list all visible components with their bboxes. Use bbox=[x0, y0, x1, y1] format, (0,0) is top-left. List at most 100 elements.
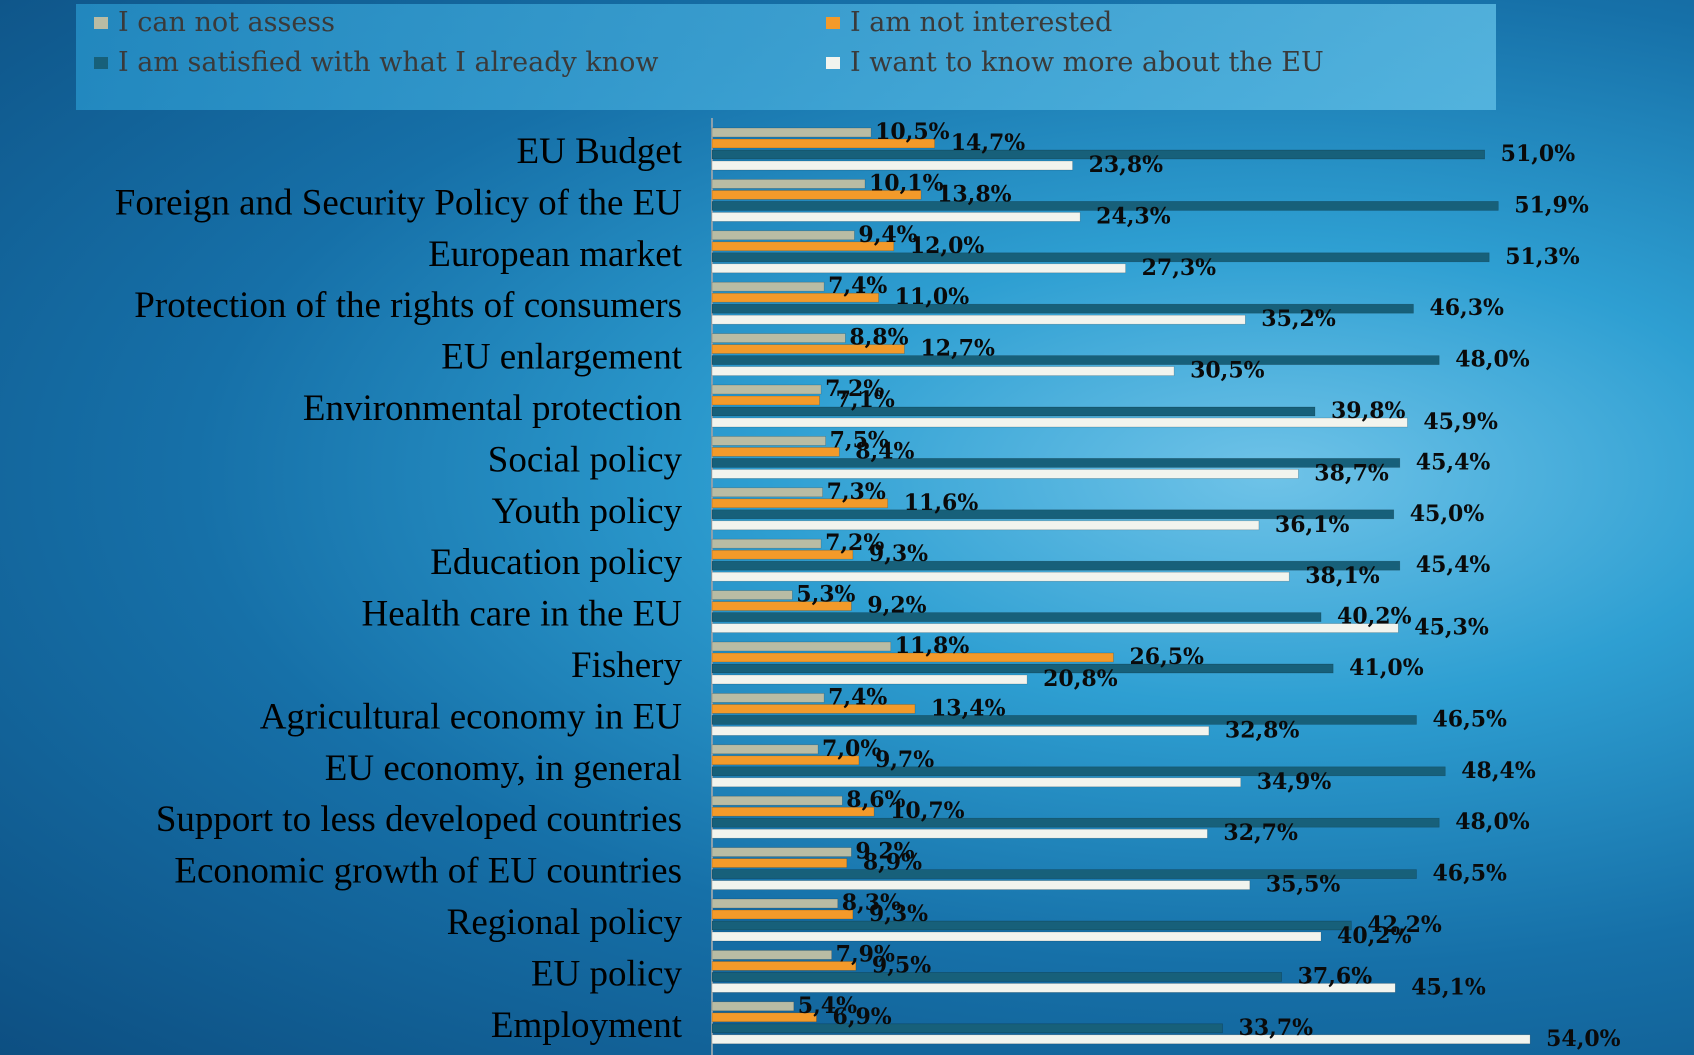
data-label: 40,2% bbox=[1337, 923, 1412, 949]
data-label: 7,0% bbox=[822, 736, 881, 762]
bar-3 bbox=[711, 777, 1242, 788]
legend-label: I am not interested bbox=[850, 7, 1112, 38]
data-label: 42,2% bbox=[1367, 912, 1442, 938]
bar-2 bbox=[711, 458, 1401, 468]
category-label: EU Budget bbox=[517, 131, 683, 172]
bar-0 bbox=[711, 487, 823, 498]
bar-1 bbox=[711, 961, 857, 971]
bar-0 bbox=[711, 179, 866, 189]
bar-3 bbox=[711, 212, 1081, 222]
data-label: 10,1% bbox=[869, 170, 944, 196]
bar-0 bbox=[711, 898, 839, 909]
category-label: Youth policy bbox=[491, 491, 682, 532]
data-label: 32,7% bbox=[1223, 820, 1298, 846]
bar-2 bbox=[711, 612, 1322, 622]
category-label: Environmental protection bbox=[303, 388, 682, 429]
category-label: Support to less developed countries bbox=[156, 799, 682, 840]
data-label: 37,6% bbox=[1298, 963, 1373, 989]
bar-3 bbox=[711, 623, 1399, 633]
data-label: 9,5% bbox=[872, 952, 931, 978]
legend-swatch bbox=[826, 17, 840, 29]
data-label: 9,4% bbox=[858, 222, 917, 248]
legend-label: I am satisfied with what I already know bbox=[118, 47, 658, 78]
data-label: 7,2% bbox=[825, 376, 884, 402]
bar-3 bbox=[711, 828, 1208, 839]
data-label: 36,1% bbox=[1275, 512, 1350, 538]
data-label: 45,9% bbox=[1423, 409, 1498, 435]
data-label: 23,8% bbox=[1089, 152, 1164, 178]
bar-0 bbox=[711, 847, 852, 857]
data-label: 6,9% bbox=[833, 1004, 892, 1030]
data-label: 51,9% bbox=[1514, 192, 1589, 218]
bar-0 bbox=[711, 693, 825, 703]
bar-1 bbox=[711, 447, 840, 457]
bar-0 bbox=[711, 230, 855, 241]
bar-2 bbox=[711, 509, 1395, 520]
bar-3 bbox=[711, 880, 1251, 890]
bar-0 bbox=[711, 538, 822, 549]
bar-2 bbox=[711, 663, 1334, 674]
bar-1 bbox=[711, 601, 852, 611]
data-label: 54,0% bbox=[1546, 1026, 1621, 1052]
category-label: Foreign and Security Policy of the EU bbox=[115, 182, 682, 223]
data-label: 12,0% bbox=[910, 233, 985, 259]
data-label: 5,3% bbox=[796, 582, 855, 608]
category-label: Health care in the EU bbox=[361, 594, 682, 635]
data-label: 38,7% bbox=[1314, 460, 1389, 486]
bar-1 bbox=[711, 549, 854, 560]
legend-panel bbox=[76, 4, 1496, 110]
data-label: 46,5% bbox=[1432, 706, 1507, 732]
data-label: 7,2% bbox=[825, 530, 884, 556]
bar-0 bbox=[711, 641, 892, 652]
bar-1 bbox=[711, 652, 1114, 663]
data-label: 11,8% bbox=[895, 633, 970, 659]
bar-1 bbox=[711, 806, 875, 817]
data-label: 10,7% bbox=[890, 798, 965, 824]
bar-2 bbox=[711, 817, 1440, 828]
data-label: 40,2% bbox=[1337, 604, 1412, 630]
bar-3 bbox=[711, 417, 1408, 428]
bar-3 bbox=[711, 931, 1322, 942]
data-label: 39,8% bbox=[1331, 398, 1406, 424]
legend-swatch bbox=[94, 17, 108, 29]
category-label: Agricultural economy in EU bbox=[260, 696, 682, 737]
data-label: 14,7% bbox=[951, 130, 1026, 156]
data-label: 11,6% bbox=[904, 490, 979, 516]
data-label: 8,9% bbox=[863, 850, 922, 876]
data-label: 7,5% bbox=[830, 427, 889, 453]
bar-0 bbox=[711, 950, 832, 960]
data-label: 7,4% bbox=[828, 684, 887, 710]
category-label: European market bbox=[428, 234, 682, 275]
category-label: Economic growth of EU countries bbox=[174, 851, 682, 892]
legend: I can not assess I am not interested I am … bbox=[94, 7, 1324, 78]
category-label: Regional policy bbox=[447, 902, 683, 943]
data-label: 13,8% bbox=[937, 181, 1012, 207]
data-label: 30,5% bbox=[1190, 358, 1265, 384]
data-label: 33,7% bbox=[1239, 1015, 1314, 1041]
bar-0 bbox=[711, 333, 846, 343]
legend-label: I can not assess bbox=[118, 7, 335, 38]
bar-3 bbox=[711, 983, 1396, 993]
bar-1 bbox=[711, 190, 922, 200]
bar-0 bbox=[711, 127, 872, 138]
bar-1 bbox=[711, 858, 848, 868]
data-label: 9,3% bbox=[869, 901, 928, 927]
data-label: 7,4% bbox=[828, 273, 887, 299]
bar-3 bbox=[711, 674, 1028, 685]
bar-0 bbox=[711, 744, 819, 755]
data-label: 11,0% bbox=[895, 284, 970, 310]
bar-1 bbox=[711, 755, 860, 766]
data-label: 45,4% bbox=[1416, 449, 1491, 475]
data-label: 46,5% bbox=[1432, 861, 1507, 887]
data-label: 7,1% bbox=[836, 387, 895, 413]
bar-1 bbox=[711, 498, 889, 509]
bar-3 bbox=[711, 726, 1210, 736]
data-label: 9,2% bbox=[855, 839, 914, 865]
data-label: 32,8% bbox=[1225, 717, 1300, 743]
data-label: 9,2% bbox=[867, 593, 926, 619]
data-label: 8,8% bbox=[849, 325, 908, 351]
bar-2 bbox=[711, 149, 1485, 160]
category-label: Protection of the rights of consumers bbox=[134, 285, 682, 326]
data-label: 51,3% bbox=[1505, 244, 1580, 270]
